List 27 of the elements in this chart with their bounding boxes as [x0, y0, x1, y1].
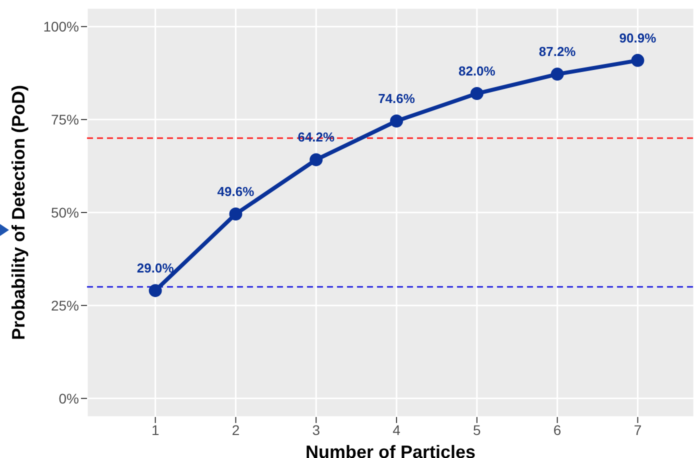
x-tick-label: 7	[634, 422, 642, 438]
y-axis-title: Probability of Detection (PoD)	[8, 84, 28, 340]
point	[550, 68, 564, 81]
x-tick-label: 1	[151, 422, 160, 438]
point	[310, 153, 323, 166]
point	[470, 87, 484, 100]
data-label: 82.0%	[458, 64, 496, 79]
point	[631, 54, 644, 67]
point	[229, 207, 242, 220]
x-tick-label: 2	[232, 422, 240, 438]
point	[390, 114, 404, 128]
x-tick-label: 3	[312, 422, 320, 438]
point	[148, 284, 162, 298]
x-tick-label: 4	[392, 422, 401, 438]
y-tick-label: 100%	[43, 18, 79, 35]
data-label: 87.2%	[538, 44, 576, 60]
data-label: 29.0%	[136, 260, 174, 276]
y-tick-label: 50%	[50, 204, 79, 220]
x-tick-label: 6	[553, 422, 562, 438]
data-label: 49.6%	[217, 184, 255, 199]
x-axis-title: Number of Particles	[305, 442, 476, 458]
data-label: 90.9%	[619, 30, 657, 46]
x-tick-label: 5	[473, 422, 482, 438]
y-tick-label: 75%	[50, 112, 79, 128]
data-label: 74.6%	[378, 91, 416, 106]
y-tick-label: 0%	[58, 390, 79, 406]
y-tick-label: 25%	[50, 297, 79, 314]
